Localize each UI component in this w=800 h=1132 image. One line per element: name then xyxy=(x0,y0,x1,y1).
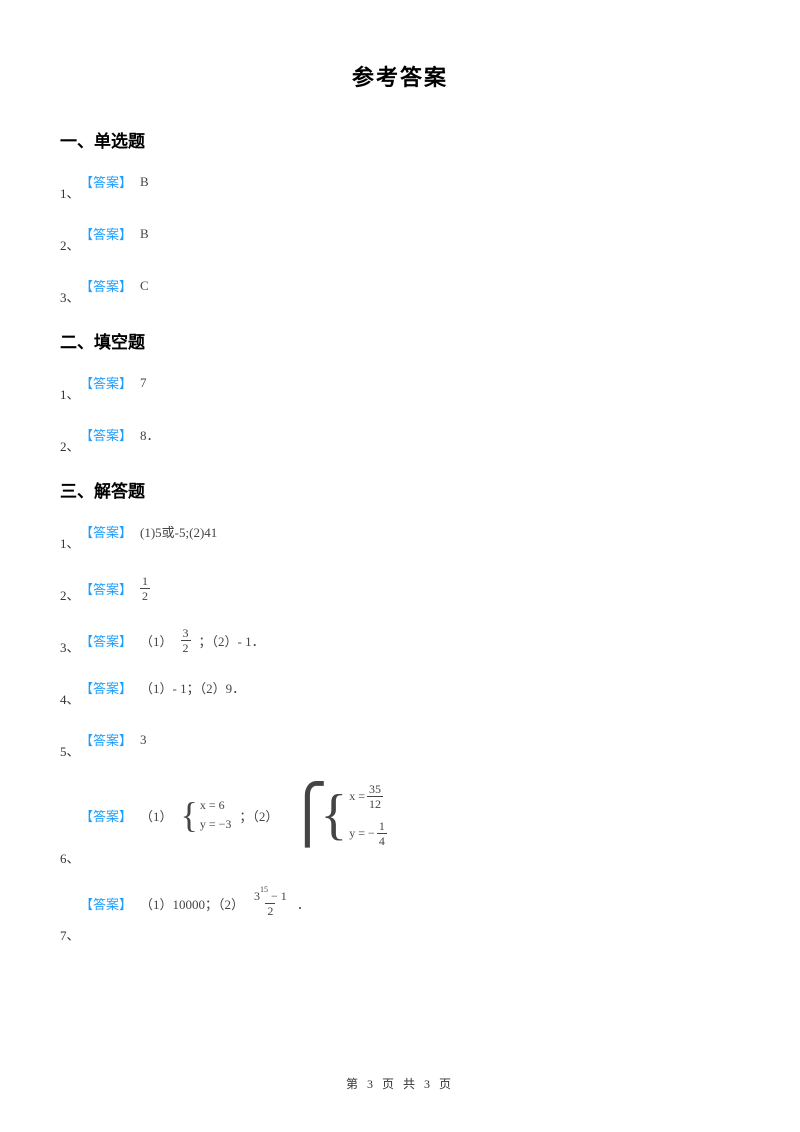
s3-q7-p2: ． xyxy=(297,894,310,913)
answer-label: 【答案】 xyxy=(80,579,132,598)
s3-q3-p2: ；（2）- 1． xyxy=(199,631,265,650)
s3-q5-value: 3 xyxy=(140,732,147,748)
s1-q1-num: 1、 xyxy=(60,183,80,202)
s3-q6: 【答案】 （1） { x = 6 y = −3 ；（2） ⎧ { x = 35 … xyxy=(60,782,740,867)
s1-q3: 【答案】 C 3、 xyxy=(60,276,740,306)
s3-q4-num: 4、 xyxy=(60,689,80,708)
s1-q2-value: B xyxy=(140,226,149,242)
s3-q3-num: 3、 xyxy=(60,637,80,656)
s1-q1-value: B xyxy=(140,174,149,190)
s3-q7: 【答案】 （1）10000；（2） 3 15 − 1 2 ． 7、 xyxy=(60,889,740,944)
answer-label: 【答案】 xyxy=(80,276,132,295)
page-title: 参考答案 xyxy=(60,60,740,92)
page-footer: 第 3 页 共 3 页 xyxy=(0,1075,800,1092)
s3-q7-num: 7、 xyxy=(60,925,80,944)
answer-label: 【答案】 xyxy=(80,522,132,541)
s3-q1-num: 1、 xyxy=(60,533,80,552)
s1-q3-num: 3、 xyxy=(60,287,80,306)
s2-q2-value: 8． xyxy=(140,425,160,444)
answer-label: 【答案】 xyxy=(80,224,132,243)
answer-label: 【答案】 xyxy=(80,730,132,749)
answer-label: 【答案】 xyxy=(80,172,132,191)
answer-label: 【答案】 xyxy=(80,631,132,650)
s1-q3-value: C xyxy=(140,278,149,294)
s2-q2: 【答案】 8． 2、 xyxy=(60,425,740,455)
s3-q2: 【答案】 1 2 2、 xyxy=(60,574,740,604)
s3-q7-p1: （1）10000；（2） xyxy=(140,894,244,913)
s3-q6-sys2b: { x = 35 12 y = − 1 4 xyxy=(320,782,386,848)
s3-q3-p1: （1） xyxy=(140,631,173,650)
section-2-header: 二、填空题 xyxy=(60,328,740,353)
s2-q1: 【答案】 7 1、 xyxy=(60,373,740,403)
s3-q4: 【答案】 （1）- 1；（2）9． 4、 xyxy=(60,678,740,708)
s3-q7-frac: 3 15 − 1 2 xyxy=(252,889,289,918)
s2-q2-num: 2、 xyxy=(60,436,80,455)
s2-q1-num: 1、 xyxy=(60,384,80,403)
s3-q1: 【答案】 (1)5或-5;(2)41 1、 xyxy=(60,522,740,552)
s3-q6-p1: （1） xyxy=(140,806,173,825)
s3-q4-value: （1）- 1；（2）9． xyxy=(140,678,245,697)
s3-q3-frac: 3 2 xyxy=(181,626,191,655)
answer-label: 【答案】 xyxy=(80,425,132,444)
s3-q5-num: 5、 xyxy=(60,741,80,760)
s1-q2: 【答案】 B 2、 xyxy=(60,224,740,254)
s3-q6-mid: ；（2） xyxy=(239,806,278,825)
section-1-header: 一、单选题 xyxy=(60,127,740,152)
s3-q2-frac: 1 2 xyxy=(140,574,150,603)
s3-q5: 【答案】 3 5、 xyxy=(60,730,740,760)
s1-q1: 【答案】 B 1、 xyxy=(60,172,740,202)
s3-q1-value: (1)5或-5;(2)41 xyxy=(140,522,217,541)
s3-q2-num: 2、 xyxy=(60,585,80,604)
s3-q6-sys1: { x = 6 y = −3 xyxy=(181,797,232,833)
s3-q6-num: 6、 xyxy=(60,848,80,867)
answer-label: 【答案】 xyxy=(80,678,132,697)
answer-label: 【答案】 xyxy=(80,894,132,913)
s3-q3: 【答案】 （1） 3 2 ；（2）- 1． 3、 xyxy=(60,626,740,656)
s1-q2-num: 2、 xyxy=(60,235,80,254)
s2-q1-value: 7 xyxy=(140,375,147,391)
answer-label: 【答案】 xyxy=(80,373,132,392)
answer-label: 【答案】 xyxy=(80,806,132,825)
section-3-header: 三、解答题 xyxy=(60,477,740,502)
